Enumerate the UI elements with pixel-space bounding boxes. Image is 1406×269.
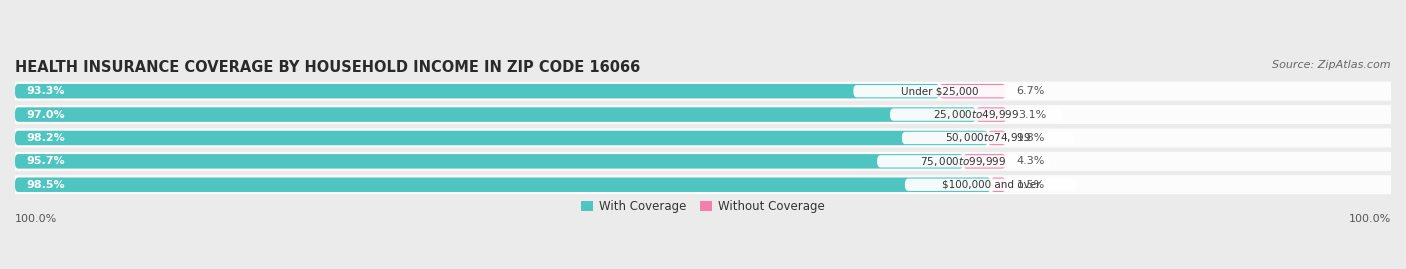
- FancyBboxPatch shape: [905, 179, 1077, 191]
- Legend: With Coverage, Without Coverage: With Coverage, Without Coverage: [576, 196, 830, 218]
- Text: $100,000 and over: $100,000 and over: [942, 180, 1040, 190]
- Text: 98.2%: 98.2%: [25, 133, 65, 143]
- Text: 100.0%: 100.0%: [15, 214, 58, 224]
- FancyBboxPatch shape: [15, 178, 991, 192]
- FancyBboxPatch shape: [991, 178, 1005, 192]
- FancyBboxPatch shape: [877, 155, 1049, 168]
- Text: Under $25,000: Under $25,000: [901, 86, 979, 96]
- Text: 95.7%: 95.7%: [25, 156, 65, 166]
- Text: $75,000 to $99,999: $75,000 to $99,999: [920, 155, 1007, 168]
- Text: 1.8%: 1.8%: [1017, 133, 1045, 143]
- FancyBboxPatch shape: [963, 154, 1005, 169]
- FancyBboxPatch shape: [15, 105, 1391, 124]
- Text: 97.0%: 97.0%: [25, 109, 65, 120]
- FancyBboxPatch shape: [15, 84, 939, 98]
- FancyBboxPatch shape: [939, 84, 1005, 98]
- Text: 3.1%: 3.1%: [1018, 109, 1046, 120]
- FancyBboxPatch shape: [901, 132, 1074, 144]
- FancyBboxPatch shape: [15, 129, 1391, 147]
- Text: 93.3%: 93.3%: [25, 86, 65, 96]
- Text: Source: ZipAtlas.com: Source: ZipAtlas.com: [1272, 60, 1391, 70]
- FancyBboxPatch shape: [890, 108, 1062, 121]
- Text: 6.7%: 6.7%: [1017, 86, 1045, 96]
- FancyBboxPatch shape: [15, 152, 1391, 171]
- Text: $50,000 to $74,999: $50,000 to $74,999: [945, 132, 1031, 144]
- FancyBboxPatch shape: [15, 82, 1391, 101]
- FancyBboxPatch shape: [976, 107, 1007, 122]
- FancyBboxPatch shape: [853, 85, 1025, 97]
- Text: HEALTH INSURANCE COVERAGE BY HOUSEHOLD INCOME IN ZIP CODE 16066: HEALTH INSURANCE COVERAGE BY HOUSEHOLD I…: [15, 60, 640, 75]
- Text: $25,000 to $49,999: $25,000 to $49,999: [932, 108, 1019, 121]
- FancyBboxPatch shape: [988, 131, 1005, 145]
- Text: 1.5%: 1.5%: [1017, 180, 1045, 190]
- FancyBboxPatch shape: [15, 131, 988, 145]
- Text: 98.5%: 98.5%: [25, 180, 65, 190]
- FancyBboxPatch shape: [15, 175, 1391, 194]
- Text: 100.0%: 100.0%: [1348, 214, 1391, 224]
- FancyBboxPatch shape: [15, 107, 976, 122]
- Text: 4.3%: 4.3%: [1017, 156, 1045, 166]
- FancyBboxPatch shape: [15, 154, 963, 169]
